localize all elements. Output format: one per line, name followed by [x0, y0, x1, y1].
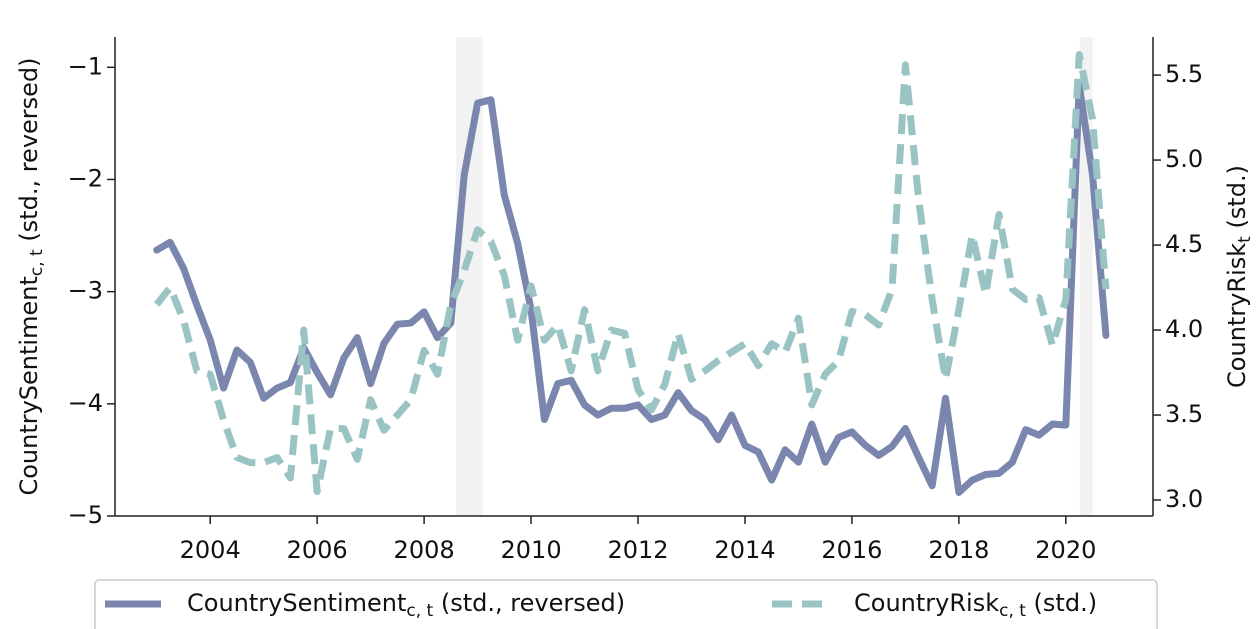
- x-tick-label: 2018: [928, 536, 989, 564]
- y2-tick-label: 4.5: [1165, 230, 1203, 258]
- legend-label-sub: c, t: [406, 601, 433, 621]
- y2-tick-label: 3.0: [1165, 485, 1203, 513]
- y-tick-label: −3: [68, 277, 103, 305]
- legend-label-suffix: (std.): [1026, 589, 1097, 617]
- y-tick-label: −4: [68, 389, 103, 417]
- legend-label-sub: c, t: [999, 601, 1026, 621]
- x-tick-label: 2004: [180, 536, 241, 564]
- series-line: [153, 81, 1110, 496]
- x-tick-label: 2014: [714, 536, 775, 564]
- y2-tick-label: 4.0: [1165, 315, 1203, 343]
- y-tick-label: −5: [68, 501, 103, 529]
- y2-tick-label: 5.5: [1165, 60, 1203, 88]
- y2-axis-label-sub: t: [1235, 236, 1255, 243]
- x-tick-label: 2012: [607, 536, 668, 564]
- y-axis-label: CountrySentimentc, t (std., reversed): [15, 57, 47, 495]
- y2-axis-label: CountryRiskt (std.): [1223, 165, 1255, 388]
- legend-box: [94, 579, 1158, 629]
- y2-axis-label-suffix: (std.): [1223, 165, 1251, 236]
- y2-tick-label: 3.5: [1165, 400, 1203, 428]
- legend-label: CountryRiskc, t (std.): [854, 589, 1097, 621]
- y-tick-label: −1: [68, 52, 103, 80]
- legend-label-suffix: (std., reversed): [433, 589, 625, 617]
- x-tick-label: 2010: [501, 536, 562, 564]
- x-tick-label: 2006: [287, 536, 348, 564]
- legend-label-main: CountrySentiment: [187, 589, 406, 617]
- x-tick-label: 2020: [1035, 536, 1096, 564]
- y2-axis-label-main: CountryRisk: [1223, 243, 1251, 388]
- legend-label-main: CountryRisk: [854, 589, 999, 617]
- y2-tick-label: 5.0: [1165, 145, 1203, 173]
- legend-label: CountrySentimentc, t (std., reversed): [187, 589, 625, 621]
- y-axis-label-suffix: (std., reversed): [15, 57, 43, 249]
- x-tick-label: 2008: [394, 536, 455, 564]
- y-axis-label-main: CountrySentiment: [15, 276, 43, 495]
- y-tick-label: −2: [68, 164, 103, 192]
- x-tick-label: 2016: [821, 536, 882, 564]
- y-axis-label-sub: c, t: [27, 249, 47, 276]
- series-line: [153, 51, 1110, 496]
